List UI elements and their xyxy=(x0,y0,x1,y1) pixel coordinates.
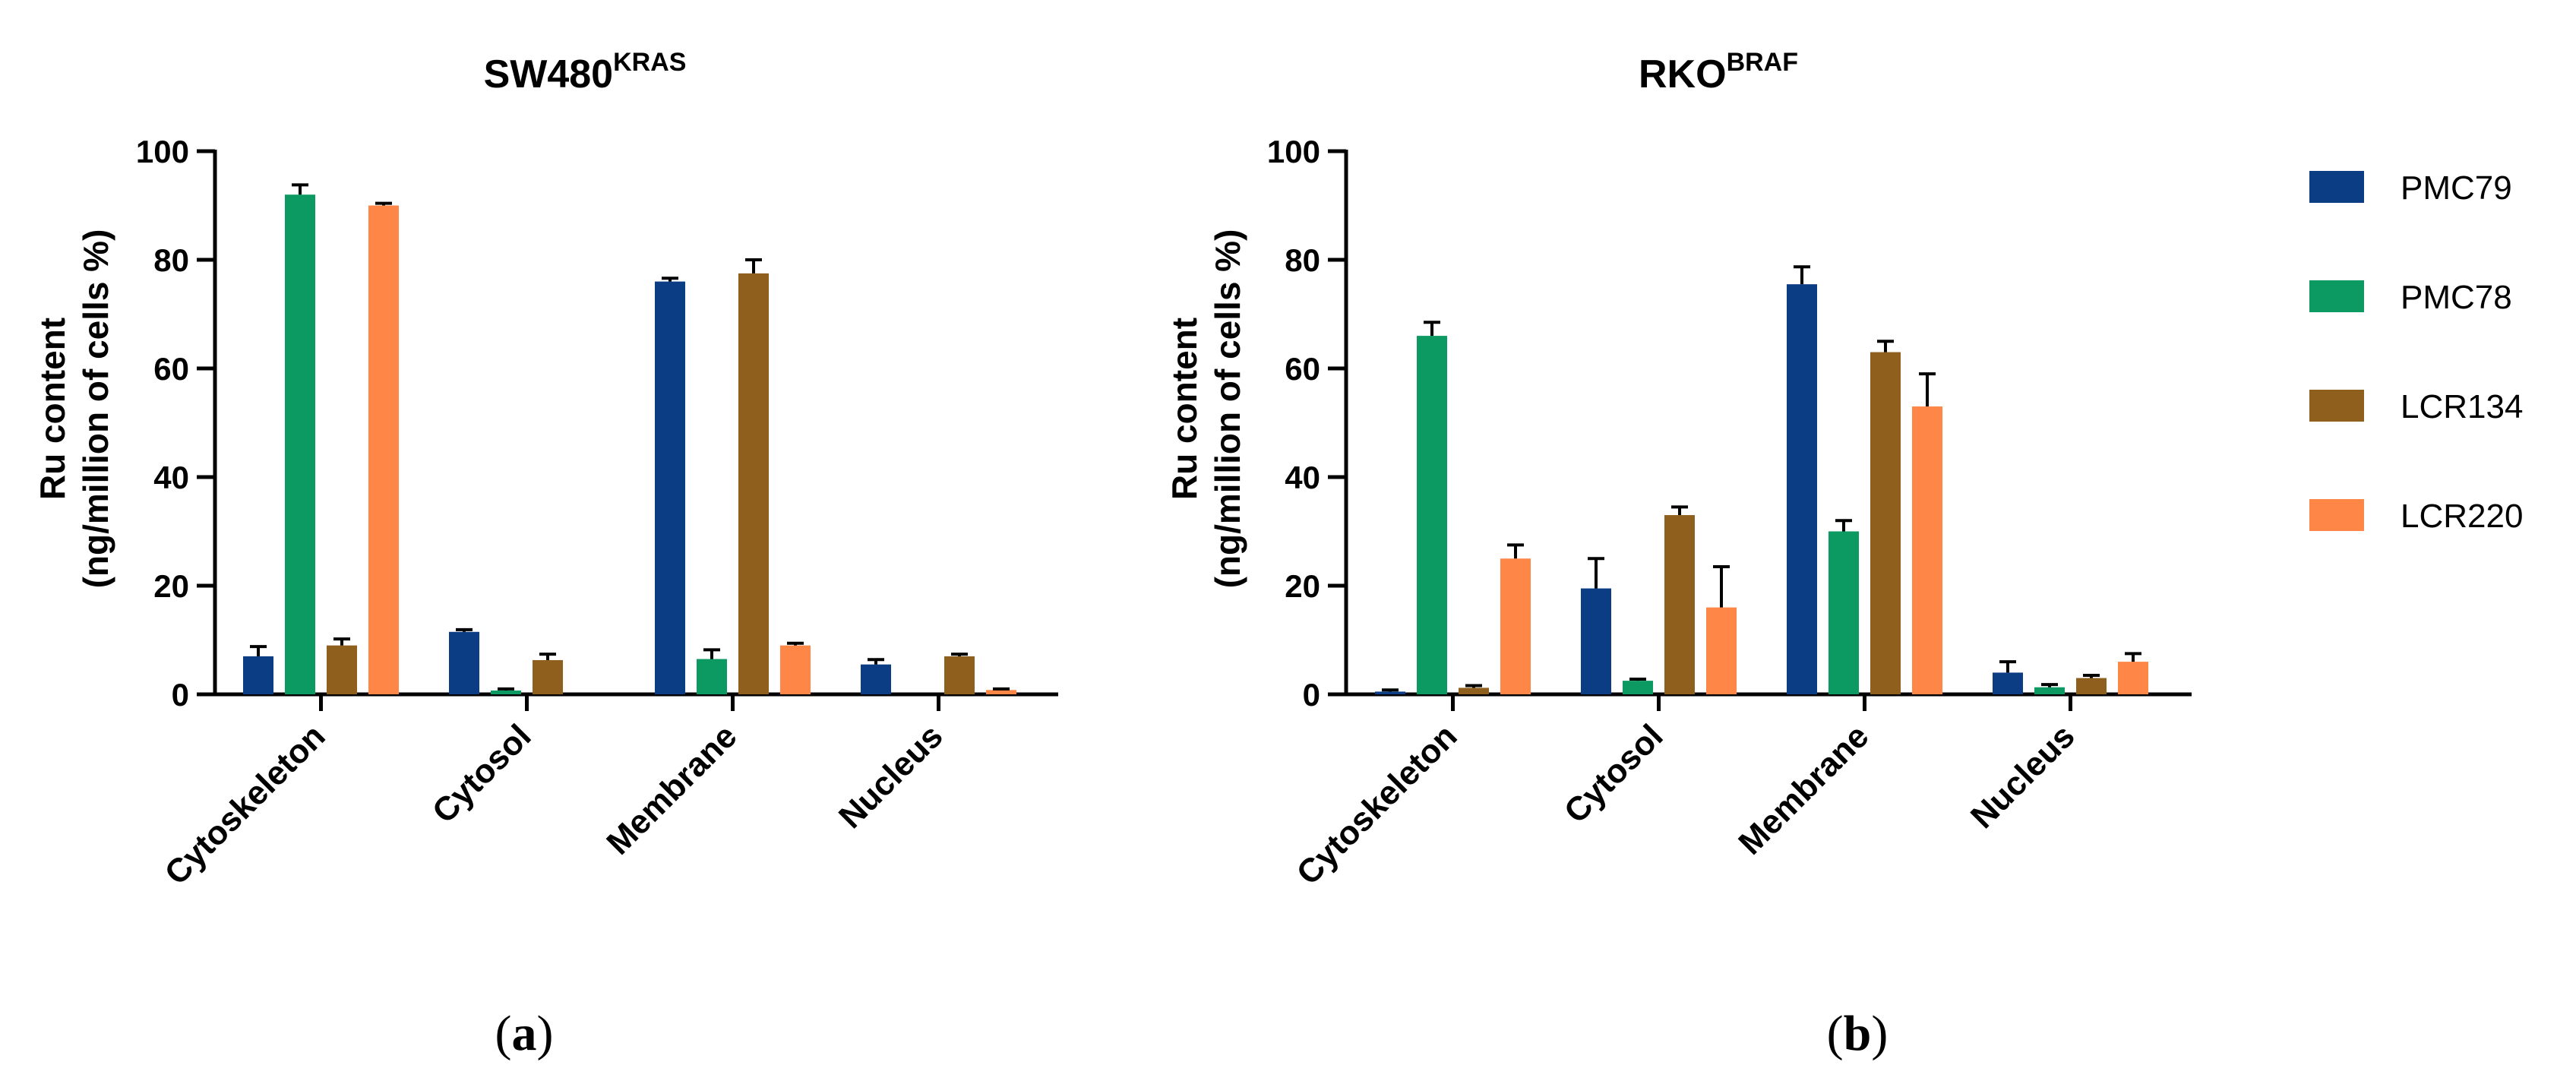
bar-pmc79-nucleus xyxy=(1993,672,2023,694)
panel-b-plot: 0 20 40 60 80 100 Cytoskeleton Cytosol Membrane N… xyxy=(1267,134,2192,892)
legend: PMC79 PMC78 LCR134 LCR220 xyxy=(2309,169,2523,535)
bar-pmc79-cytosol xyxy=(1581,588,1611,694)
category-label: Membrane xyxy=(599,717,744,861)
bar-lcr220-nucleus xyxy=(986,690,1016,694)
panel-a-title: SW480KRAS xyxy=(484,48,687,96)
bar-pmc79-membrane xyxy=(655,281,685,695)
bar-lcr220-cytosol xyxy=(1706,607,1737,694)
bar-lcr220-cytoskeleton xyxy=(1500,558,1531,694)
y-tick-label: 100 xyxy=(136,134,189,169)
panel-a: SW480KRAS Ru content (ng/million of cell… xyxy=(33,48,1058,1061)
y-tick-label: 0 xyxy=(1303,677,1320,713)
y-tick-label: 0 xyxy=(172,677,189,713)
bar-lcr134-membrane xyxy=(1870,352,1901,694)
category-label: Cytoskeleton xyxy=(158,717,333,892)
bar-lcr134-cytosol xyxy=(1664,515,1695,694)
legend-swatch-lcr220 xyxy=(2309,499,2364,531)
panel-a-label: (a) xyxy=(495,1006,554,1061)
category-label: Nucleus xyxy=(832,717,950,836)
category-label: Nucleus xyxy=(1964,717,2082,836)
legend-label-lcr134: LCR134 xyxy=(2401,388,2523,425)
y-tick-label: 80 xyxy=(1285,242,1320,278)
bar-lcr134-membrane xyxy=(738,273,769,694)
bar-pmc79-cytoskeleton xyxy=(243,656,273,694)
y-tick-label: 20 xyxy=(153,568,189,604)
bar-pmc78-nucleus xyxy=(2034,687,2065,694)
bar-lcr220-membrane xyxy=(780,645,811,694)
panel-b-ylabel-line2: (ng/million of cells %) xyxy=(1208,229,1247,589)
y-tick-label: 40 xyxy=(153,460,189,495)
bar-lcr134-cytosol xyxy=(533,659,563,694)
bar-lcr134-nucleus xyxy=(944,656,975,694)
bar-lcr134-nucleus xyxy=(2076,678,2107,694)
bar-lcr220-cytoskeleton xyxy=(368,205,399,694)
panel-b-ylabel-line1: Ru content xyxy=(1165,318,1204,500)
bar-pmc78-membrane xyxy=(697,659,727,694)
bar-pmc79-membrane xyxy=(1787,284,1817,694)
panel-a-plot: 0 20 40 60 80 100 Cytoskeleton Cytosol Membrane N… xyxy=(136,134,1058,892)
panel-b: RKOBRAF Ru content (ng/million of cells … xyxy=(1165,48,2192,1061)
legend-label-lcr220: LCR220 xyxy=(2401,498,2523,535)
legend-label-pmc78: PMC78 xyxy=(2401,279,2512,316)
y-tick-label: 80 xyxy=(153,242,189,278)
bar-pmc79-cytosol xyxy=(449,631,479,694)
panel-b-label: (b) xyxy=(1827,1006,1889,1061)
y-tick-label: 100 xyxy=(1267,134,1320,169)
bar-pmc78-cytosol xyxy=(491,690,521,694)
legend-swatch-lcr134 xyxy=(2309,390,2364,422)
bar-lcr134-cytoskeleton xyxy=(1459,687,1489,694)
category-label: Cytosol xyxy=(1557,717,1670,830)
panel-b-title: RKOBRAF xyxy=(1639,48,1798,96)
bar-pmc78-cytosol xyxy=(1623,681,1653,694)
category-label: Cytoskeleton xyxy=(1290,717,1465,892)
y-tick-label: 60 xyxy=(153,351,189,387)
bar-lcr134-cytoskeleton xyxy=(327,645,357,694)
category-label: Cytosol xyxy=(425,717,539,830)
bar-pmc78-cytoskeleton xyxy=(1417,336,1447,694)
legend-label-pmc79: PMC79 xyxy=(2401,169,2512,207)
category-label: Membrane xyxy=(1731,717,1876,861)
legend-swatch-pmc79 xyxy=(2309,171,2364,203)
legend-swatch-pmc78 xyxy=(2309,280,2364,312)
panel-a-ylabel-line2: (ng/million of cells %) xyxy=(76,229,115,589)
panel-a-ylabel-line1: Ru content xyxy=(33,318,72,500)
bar-lcr220-nucleus xyxy=(2118,662,2148,694)
y-tick-label: 20 xyxy=(1285,568,1320,604)
y-tick-label: 40 xyxy=(1285,460,1320,495)
bar-pmc79-cytoskeleton xyxy=(1375,691,1405,694)
bar-lcr220-membrane xyxy=(1912,406,1942,694)
bar-pmc78-cytoskeleton xyxy=(285,194,315,694)
bar-pmc79-nucleus xyxy=(861,664,891,694)
y-tick-label: 60 xyxy=(1285,351,1320,387)
bar-pmc78-membrane xyxy=(1828,531,1859,694)
